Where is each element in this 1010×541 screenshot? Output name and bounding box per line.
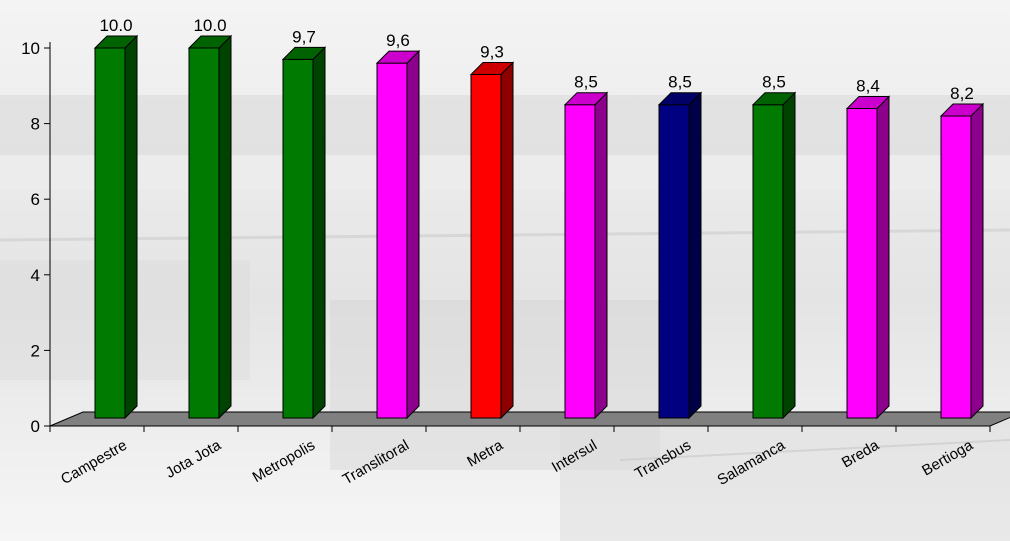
bar [375, 49, 421, 420]
bar-front [282, 58, 314, 419]
bar-top [657, 92, 703, 106]
data-label: 9,7 [292, 27, 316, 46]
bar-front [752, 104, 784, 419]
bar [93, 34, 139, 420]
bar-side [970, 102, 984, 420]
bar-front [470, 73, 502, 419]
y-tick-label: 8 [31, 115, 40, 134]
bar [657, 91, 703, 420]
bar [469, 61, 515, 420]
data-label: 10.0 [193, 16, 226, 35]
bar-top [469, 61, 515, 75]
bar-side [500, 61, 514, 420]
bar-top [93, 35, 139, 49]
bar-side [782, 91, 796, 420]
data-label: 9,3 [480, 42, 504, 61]
y-tick-label: 2 [31, 341, 40, 360]
bar-front [940, 115, 972, 419]
data-label: 10.0 [99, 16, 132, 35]
data-label: 8,5 [668, 73, 692, 92]
y-tick-label: 10 [21, 39, 40, 58]
bar-top [563, 92, 609, 106]
bar-side [406, 49, 420, 420]
data-label: 8,4 [856, 76, 880, 95]
data-label: 8,2 [950, 84, 974, 103]
data-label: 8,5 [574, 73, 598, 92]
bar-front [846, 107, 878, 419]
bar-side [876, 95, 890, 420]
bar-side [312, 46, 326, 420]
bar [187, 34, 233, 420]
y-tick-label: 0 [31, 417, 40, 436]
bar-top [751, 92, 797, 106]
bar-side [688, 91, 702, 420]
bar-top [939, 103, 985, 117]
bar [563, 91, 609, 420]
y-tick-label: 6 [31, 190, 40, 209]
bar-side [218, 34, 232, 420]
bar-top [281, 46, 327, 60]
data-label: 9,6 [386, 31, 410, 50]
bar [845, 95, 891, 420]
bar [751, 91, 797, 420]
bar-front [188, 47, 220, 419]
bar-side [124, 34, 138, 420]
bar [939, 102, 985, 420]
bar-front [376, 62, 408, 419]
bar-top [187, 35, 233, 49]
bar-side [594, 91, 608, 420]
y-tick-label: 4 [31, 266, 40, 285]
bar-front [658, 104, 690, 419]
bar-top [845, 95, 891, 109]
bar [281, 46, 327, 420]
bar-front [564, 104, 596, 419]
bar-top [375, 50, 421, 64]
bar-front [94, 47, 126, 419]
data-label: 8,5 [762, 73, 786, 92]
